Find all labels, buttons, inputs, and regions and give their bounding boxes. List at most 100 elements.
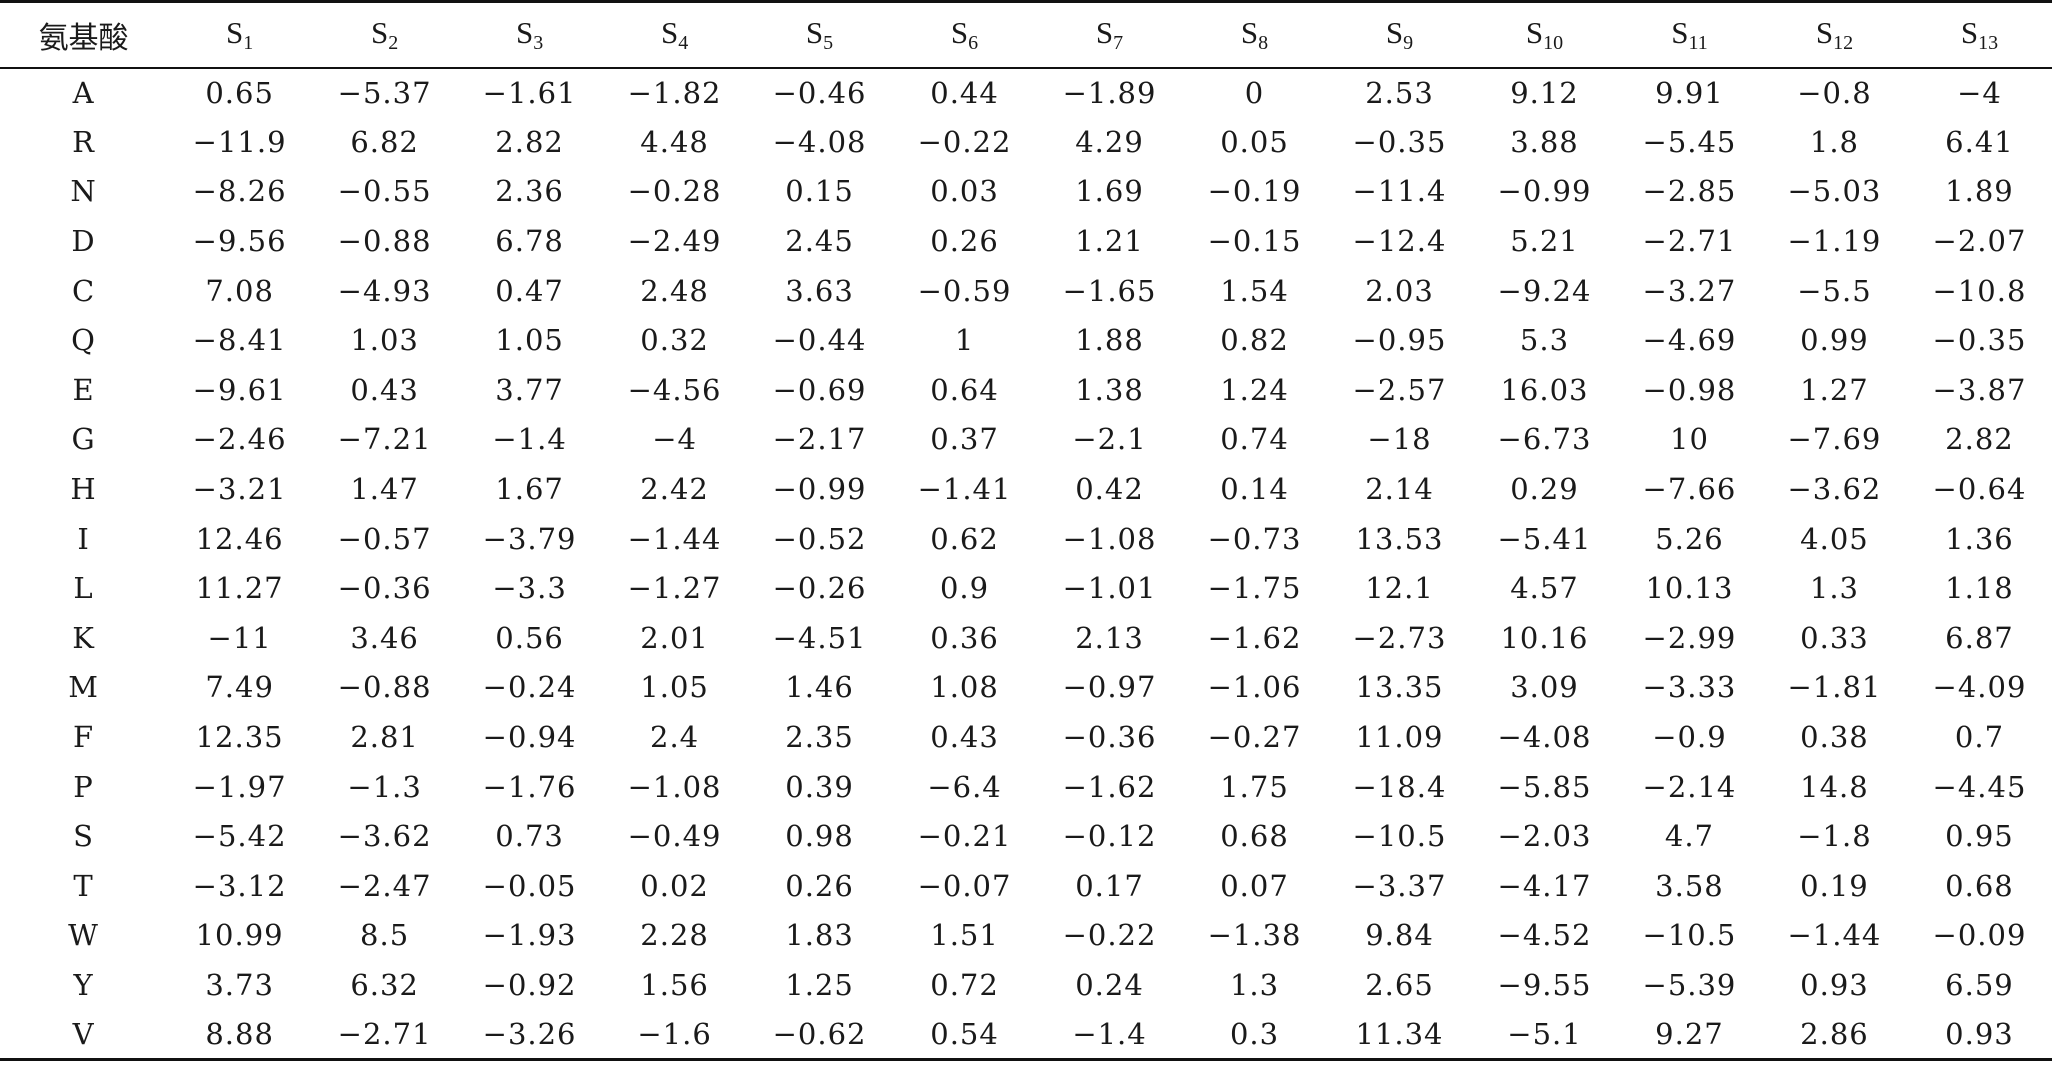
table-cell: −0.8 [1797, 75, 1872, 110]
table-cell: −1.08 [627, 769, 722, 804]
row-label-amino-acid: F [73, 720, 95, 755]
table-row: T −3.12 −2.47 −0.05 0.02 0.26 −0.07 0.17 0.07 −3.… [0, 861, 2052, 911]
table-cell: 3.77 [495, 372, 564, 407]
table-cell: −4.08 [772, 124, 867, 159]
header-column-4: S4 [602, 0, 748, 69]
table-cell: −0.69 [772, 372, 867, 407]
table-cell: 2.03 [1365, 273, 1434, 308]
header-column-subscript: 11 [1688, 31, 1708, 54]
table-cell: 1.75 [1220, 769, 1289, 804]
table-cell: 2.48 [640, 273, 709, 308]
table-cell: −2.1 [1072, 422, 1147, 457]
table-cell: −5.85 [1497, 769, 1592, 804]
table-cell: 0.9 [939, 571, 990, 606]
table-cell: −0.9 [1652, 720, 1727, 755]
table-cell: −0.55 [337, 174, 432, 209]
table-cell: 6.32 [350, 967, 419, 1002]
table-cell: 0.43 [350, 372, 419, 407]
table-cell: 1 [954, 323, 975, 358]
table-cell: 7.08 [205, 273, 274, 308]
table-cell: 6.78 [495, 224, 564, 259]
table-cell: −0.44 [772, 323, 867, 358]
table-cell: 0.37 [930, 422, 999, 457]
table-cell: 8.5 [360, 918, 410, 953]
header-column-subscript: 1 [243, 31, 254, 54]
table-cell: −0.28 [627, 174, 722, 209]
table-cell: 5.21 [1510, 224, 1579, 259]
header-column-letter: S [1671, 14, 1689, 50]
table-cell: −5.42 [192, 819, 287, 854]
row-label-amino-acid: R [72, 124, 95, 159]
table-cell: −1.75 [1207, 571, 1302, 606]
table-cell: 0.29 [1510, 472, 1579, 507]
table-cell: 11.34 [1327, 1009, 1472, 1061]
table-cell: −11.9 [192, 124, 287, 159]
row-label-amino-acid: Y [73, 967, 94, 1002]
table-cell: 0.64 [930, 372, 999, 407]
row-label-amino-acid: H [70, 472, 97, 507]
table-cell: 2.14 [1365, 472, 1434, 507]
table-cell: 0.26 [930, 224, 999, 259]
table-row: I 12.46 −0.57 −3.79 −1.44 −0.52 0.62 −1.08 −0.73… [0, 514, 2052, 564]
table-cell: 6.82 [350, 124, 419, 159]
table-cell: −2.47 [337, 868, 432, 903]
table-cell: −7.69 [1787, 422, 1882, 457]
header-column-5: S5 [747, 0, 893, 69]
table-cell: −0.12 [1062, 819, 1157, 854]
table-cell: −1.89 [1062, 75, 1157, 110]
header-column-subscript: 8 [1258, 31, 1269, 54]
table-cell: 5.26 [1655, 521, 1724, 556]
table-cell: −1.08 [1062, 521, 1157, 556]
table-cell: 0.39 [785, 769, 854, 804]
table-cell: −4.52 [1497, 918, 1592, 953]
table-cell: 0.82 [1220, 323, 1289, 358]
table-cell: −0.24 [482, 670, 577, 705]
table-cell: 0.17 [1075, 868, 1144, 903]
table-row: M 7.49 −0.88 −0.24 1.05 1.46 1.08 −0.97 −1.06 13.… [0, 663, 2052, 713]
table-cell: −1.65 [1062, 273, 1157, 308]
table-cell: −1.41 [917, 472, 1012, 507]
table-cell: −1.4 [492, 422, 567, 457]
table-cell: −3.27 [1642, 273, 1737, 308]
table-cell: 11.27 [195, 571, 284, 606]
table-cell: 0.93 [1800, 967, 1869, 1002]
header-column-letter: S [1815, 14, 1834, 50]
table-cell: 12.35 [195, 720, 284, 755]
table-cell: −0.57 [337, 521, 432, 556]
table-cell: 3.88 [1510, 124, 1579, 159]
table-cell: −1.61 [482, 75, 577, 110]
table-cell: 2.65 [1365, 967, 1434, 1002]
table-row: Y 3.73 6.32 −0.92 1.56 1.25 0.72 0.24 1.3 2.65 −9.… [0, 960, 2052, 1010]
table-cell: −1.3 [347, 769, 422, 804]
table-cell: −2.49 [627, 224, 722, 259]
table-cell: −3.79 [482, 521, 577, 556]
table-cell: 1.54 [1220, 273, 1289, 308]
header-column-3: S3 [457, 0, 603, 69]
table-cell: −0.64 [1932, 472, 2027, 507]
table-cell: −18.4 [1352, 769, 1447, 804]
table-cell: 0.72 [930, 967, 999, 1002]
table-row: D −9.56 −0.88 6.78 −2.49 2.45 0.26 1.21 −0.15 −12… [0, 216, 2052, 266]
table-cell: −4.56 [627, 372, 722, 407]
table-cell: 0.24 [1075, 967, 1144, 1002]
table-row: N −8.26 −0.55 2.36 −0.28 0.15 0.03 1.69 −0.19 −11… [0, 167, 2052, 217]
table-cell: −4.51 [772, 620, 867, 655]
table-cell: −0.92 [482, 967, 577, 1002]
table-cell: 9.12 [1510, 75, 1579, 110]
table-cell: −1.8 [1797, 819, 1872, 854]
table-cell: 2.42 [640, 472, 709, 507]
table-cell: 9.27 [1616, 1009, 1762, 1061]
table-cell: −0.36 [1062, 720, 1157, 755]
table-row: R −11.9 6.82 2.82 4.48 −4.08 −0.22 4.29 0.05 −0.3… [0, 117, 2052, 167]
table-cell: −4.45 [1932, 769, 2027, 804]
header-column-letter: S [225, 14, 244, 50]
table-cell: 0.68 [1220, 819, 1289, 854]
table-cell: 4.48 [640, 124, 709, 159]
table-cell: 13.35 [1355, 670, 1444, 705]
table-cell: 14.8 [1800, 769, 1869, 804]
header-column-subscript: 13 [1978, 31, 1999, 54]
table-cell: 0 [1244, 75, 1265, 110]
header-column-letter: S [660, 14, 679, 50]
table-cell: 1.25 [785, 967, 854, 1002]
table-cell: 2.53 [1365, 75, 1434, 110]
